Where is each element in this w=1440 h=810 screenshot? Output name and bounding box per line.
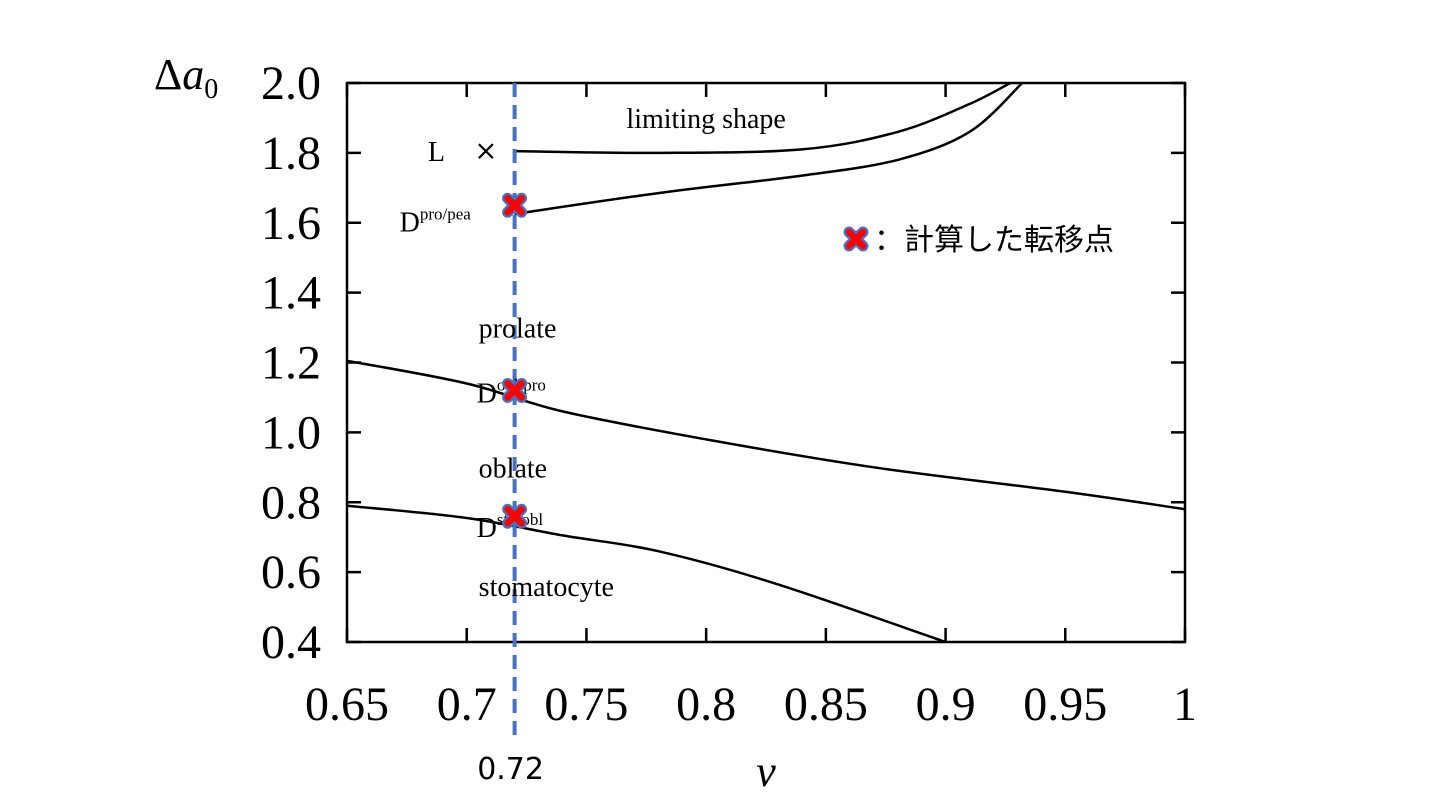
y-axis-label-sub: 0 bbox=[204, 74, 218, 105]
y-tick-label: 0.4 bbox=[261, 616, 321, 669]
x-tick-label: 1 bbox=[1173, 678, 1197, 731]
legend-text: ：計算した転移点 bbox=[874, 223, 1114, 258]
legend-marker-icon bbox=[843, 226, 869, 252]
limit-point-label: L bbox=[428, 137, 445, 168]
transition-point-marker bbox=[502, 192, 528, 218]
region-label-prolate: prolate bbox=[479, 314, 557, 345]
y-tick-label: 1.2 bbox=[261, 337, 321, 390]
transition-point-label-base: D bbox=[477, 513, 497, 544]
phase-boundary-line-2 bbox=[514, 83, 1024, 216]
y-tick-label: 0.6 bbox=[261, 546, 321, 599]
reference-line-label: 0.72 bbox=[477, 752, 544, 787]
transition-point-label: Dpro/pea bbox=[400, 204, 472, 238]
region-label-oblate: oblate bbox=[479, 453, 547, 484]
y-tick-label: 1.8 bbox=[261, 127, 321, 180]
x-tick-label: 0.65 bbox=[305, 678, 389, 731]
transition-point-marker bbox=[502, 377, 528, 403]
axis-tick-labels: 0.65 0.7 0.75 0.8 0.85 0.9 0.95 1 0.4 0.6 0.8 1.0 1.… bbox=[261, 57, 1197, 731]
x-axis-label: v bbox=[756, 747, 776, 796]
transition-point-marker-fill bbox=[504, 505, 525, 527]
phase-boundary-line-3 bbox=[347, 359, 1185, 511]
y-tick-label: 1.4 bbox=[261, 267, 321, 320]
phase-boundary-curves bbox=[347, 83, 1185, 642]
y-axis-label: Δa0 bbox=[154, 50, 218, 105]
axis-ticks bbox=[345, 81, 1187, 644]
transition-point-label-sup: pro/pea bbox=[420, 204, 471, 223]
transition-point-label-base: D bbox=[400, 207, 420, 238]
y-tick-label: 1.6 bbox=[261, 197, 321, 250]
legend-marker bbox=[843, 226, 869, 252]
x-tick-label: 0.7 bbox=[437, 678, 497, 731]
phase-boundary-line-1 bbox=[514, 83, 1011, 155]
x-tick-label: 0.9 bbox=[916, 678, 976, 731]
y-axis-label-var: a bbox=[182, 50, 204, 99]
x-tick-label: 0.95 bbox=[1023, 678, 1107, 731]
legend-marker-fill bbox=[845, 228, 867, 250]
y-tick-label: 0.8 bbox=[261, 476, 321, 529]
phase-boundary-line-4 bbox=[347, 504, 947, 642]
region-labels: limiting shape prolate oblate stomatocyte bbox=[479, 104, 786, 603]
x-tick-label: 0.8 bbox=[676, 678, 736, 731]
transition-point-marker-fill bbox=[504, 380, 525, 401]
y-tick-label: 2.0 bbox=[261, 57, 321, 110]
transition-point-marker-fill bbox=[504, 195, 525, 216]
region-label-limiting-shape: limiting shape bbox=[626, 104, 785, 135]
y-axis-label-base: Δ bbox=[154, 50, 182, 99]
y-tick-label: 1.0 bbox=[261, 406, 321, 459]
limit-point-mark bbox=[478, 143, 494, 159]
plot-frame bbox=[345, 81, 1187, 644]
legend: ：計算した転移点 bbox=[843, 223, 1114, 258]
x-tick-label: 0.75 bbox=[544, 678, 628, 731]
x-tick-label: 0.85 bbox=[784, 678, 868, 731]
reference-line-group: 0.72 bbox=[477, 83, 544, 787]
transition-point-marker bbox=[502, 503, 528, 529]
transition-point-label-base: D bbox=[477, 378, 497, 409]
region-label-stomatocyte: stomatocyte bbox=[479, 572, 614, 603]
